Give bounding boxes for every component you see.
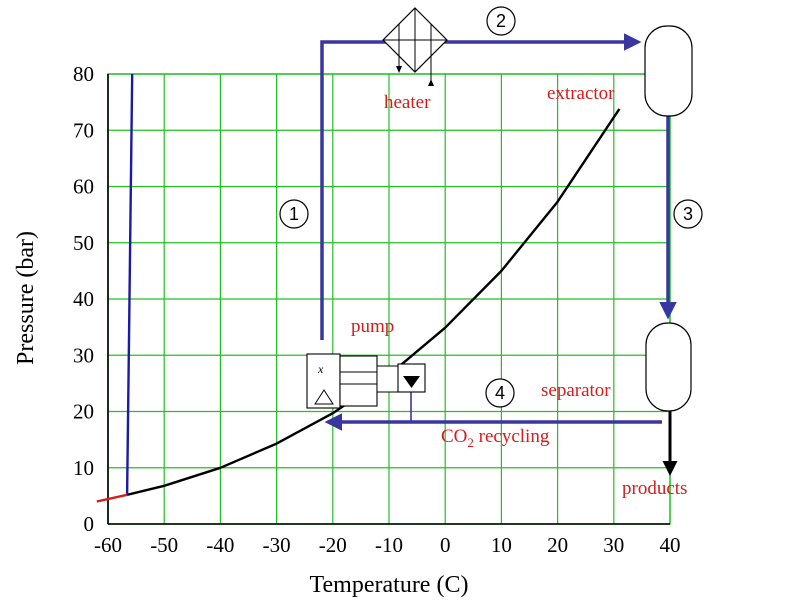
y-axis-title: Pressure (bar): [13, 231, 39, 365]
svg-text:1: 1: [289, 204, 299, 224]
melting-curve: [125, 73, 134, 495]
x-tick-label: 30: [603, 533, 624, 557]
y-tick-label: 40: [73, 287, 94, 311]
x-tick-label: 40: [660, 533, 681, 557]
svg-text:2: 2: [496, 11, 506, 31]
svg-text:3: 3: [683, 204, 693, 224]
extractor-label: extractor: [547, 83, 615, 104]
products-label: products: [622, 478, 687, 499]
y-tick-label: 70: [73, 118, 94, 142]
step-marker-2: 2: [486, 6, 516, 36]
heater-symbol: [382, 7, 448, 86]
y-tick-label: 30: [73, 343, 94, 367]
x-tick-label: -60: [94, 533, 122, 557]
pump-symbol: x: [306, 353, 426, 409]
step-marker-4: 4: [485, 378, 515, 408]
y-tick-label: 20: [73, 400, 94, 424]
x-tick-label: -40: [206, 533, 234, 557]
y-tick-labels: 0 10 20 30 40 50 60 70 80: [73, 62, 94, 536]
sublimation-curve: [96, 493, 128, 503]
x-tick-label: 20: [547, 533, 568, 557]
x-tick-label: -50: [150, 533, 178, 557]
step-marker-1: 1: [279, 199, 309, 229]
y-tick-label: 80: [73, 62, 94, 86]
x-tick-label: -20: [319, 533, 347, 557]
x-tick-label: 10: [491, 533, 512, 557]
x-tick-labels: -60 -50 -40 -30 -20 -10 0 10 20 30 40: [94, 533, 681, 557]
extractor-vessel: [644, 25, 693, 117]
y-tick-label: 50: [73, 231, 94, 255]
separator-label: separator: [541, 380, 611, 401]
heater-label: heater: [384, 92, 431, 113]
pump-label: pump: [351, 316, 394, 337]
x-tick-label: -30: [263, 533, 291, 557]
svg-text:x: x: [317, 362, 324, 376]
co2-recycling-label: CO2 recycling: [441, 426, 550, 450]
step-marker-3: 3: [673, 199, 703, 229]
x-tick-label: 0: [440, 533, 451, 557]
separator-vessel: [645, 322, 692, 412]
svg-text:4: 4: [495, 383, 505, 403]
y-tick-label: 60: [73, 175, 94, 199]
x-axis-title: Temperature (C): [310, 572, 469, 598]
x-tick-label: -10: [375, 533, 403, 557]
y-tick-label: 10: [73, 456, 94, 480]
flow-line-to-extractor: [320, 33, 642, 340]
y-tick-label: 0: [84, 512, 95, 536]
